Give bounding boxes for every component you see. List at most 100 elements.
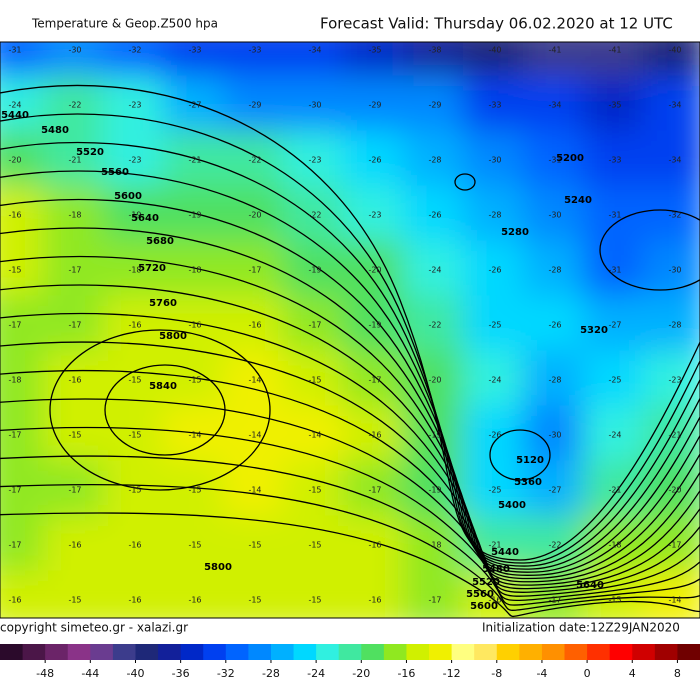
contour-line [0, 170, 700, 570]
temperature-value: -16 [368, 431, 381, 440]
temperature-cell [283, 42, 347, 80]
temperature-cell [43, 185, 107, 245]
temperature-cell [523, 130, 587, 190]
temperature-value: -17 [668, 541, 681, 550]
temperature-value: -19 [428, 431, 441, 440]
temperature-cell [163, 295, 227, 355]
temperature-value: -26 [428, 211, 441, 220]
temperature-cell [223, 75, 287, 135]
temperature-value: -28 [668, 321, 681, 330]
temperature-value: -33 [248, 46, 261, 55]
temperature-cell [283, 405, 347, 465]
temperature-cell [163, 185, 227, 245]
temperature-value: -17 [248, 266, 261, 275]
temperature-value: -33 [488, 101, 501, 110]
temperature-value: -15 [128, 431, 141, 440]
temperature-cell [163, 570, 227, 618]
temperature-value: -28 [548, 266, 561, 275]
temperature-value: -35 [608, 101, 621, 110]
temperature-value: -18 [428, 541, 441, 550]
temperature-cell [0, 570, 47, 618]
temperature-value: -17 [68, 266, 81, 275]
temperature-value: -19 [428, 486, 441, 495]
temperature-value: -40 [488, 46, 501, 55]
contour-labels: 5440548055205560560056405680572057605800… [1, 110, 608, 612]
contour-line [0, 84, 700, 561]
colorbar-swatch [0, 644, 24, 660]
temperature-cell [0, 185, 47, 245]
temperature-value: -16 [128, 541, 141, 550]
temperature-cell [523, 42, 587, 80]
contour-line [0, 512, 700, 618]
temperature-cell [43, 405, 107, 465]
temperature-cell [343, 130, 407, 190]
temperature-cell [0, 240, 47, 300]
colorbar-label: 0 [584, 667, 591, 680]
colorbar-label: -16 [397, 667, 415, 680]
temperature-value: -15 [68, 596, 81, 605]
temperature-value: -40 [668, 46, 681, 55]
temperature-value: -34 [548, 101, 561, 110]
temperature-value: -23 [308, 156, 321, 165]
temperature-value: -22 [68, 101, 81, 110]
temperature-value: -20 [8, 156, 21, 165]
temperature-value: -17 [8, 541, 21, 550]
contour-label: 5440 [1, 110, 29, 121]
temperature-cell [463, 460, 527, 520]
temperature-value: -32 [128, 46, 141, 55]
low-contour [454, 173, 476, 191]
temperature-cell [43, 42, 107, 80]
contour-line [0, 483, 700, 611]
colorbar-swatch [293, 644, 317, 660]
colorbar-label: -44 [81, 667, 99, 680]
temperature-cell [523, 515, 587, 575]
colorbar-label: -24 [307, 667, 325, 680]
contour-line [0, 455, 700, 606]
colorbar-label: -4 [536, 667, 547, 680]
temperature-cell [523, 185, 587, 245]
temperature-value: -19 [128, 211, 141, 220]
colorbar-label: -36 [172, 667, 190, 680]
temperature-value: -16 [8, 211, 21, 220]
temperature-cell [223, 350, 287, 410]
temperature-value: -17 [428, 596, 441, 605]
temperature-value: -27 [188, 101, 201, 110]
temperature-value: -16 [8, 596, 21, 605]
temperature-cell [223, 42, 287, 80]
temperature-cell [403, 42, 467, 80]
temperature-value: -16 [128, 596, 141, 605]
temperature-cell [0, 405, 47, 465]
temperature-value: -15 [248, 596, 261, 605]
temperature-value: -15 [308, 376, 321, 385]
temperature-value: -25 [608, 376, 621, 385]
low-contour [599, 209, 700, 291]
contour-label: 5560 [466, 589, 494, 600]
temperature-value: -15 [8, 266, 21, 275]
contour-label: 5480 [482, 564, 510, 575]
colorbar-swatch [361, 644, 385, 660]
temperature-cell [343, 75, 407, 135]
temperature-cell [583, 405, 647, 465]
temperature-value: -15 [68, 431, 81, 440]
temperature-value: -21 [488, 541, 501, 550]
temperature-cell [223, 130, 287, 190]
temperature-value: -31 [608, 211, 621, 220]
temperature-value: -33 [188, 46, 201, 55]
temperature-value: -34 [668, 156, 681, 165]
temperature-value: -16 [188, 596, 201, 605]
temperature-value: -30 [668, 266, 681, 275]
temperature-value: -16 [68, 376, 81, 385]
temperature-cell [283, 75, 347, 135]
contour-label: 5800 [159, 331, 187, 342]
colorbar-swatch [496, 644, 520, 660]
colorbar-swatch [316, 644, 340, 660]
temperature-value: -26 [488, 431, 501, 440]
temperature-value: -30 [548, 211, 561, 220]
copyright: copyright simeteo.gr - xalazi.gr [0, 621, 188, 635]
temperature-value: -15 [188, 541, 201, 550]
temperature-value: -23 [128, 101, 141, 110]
temperature-value: -31 [608, 266, 621, 275]
temperature-value: -23 [668, 376, 681, 385]
contour-label: 5360 [514, 477, 542, 488]
colorbar-label: -8 [491, 667, 502, 680]
